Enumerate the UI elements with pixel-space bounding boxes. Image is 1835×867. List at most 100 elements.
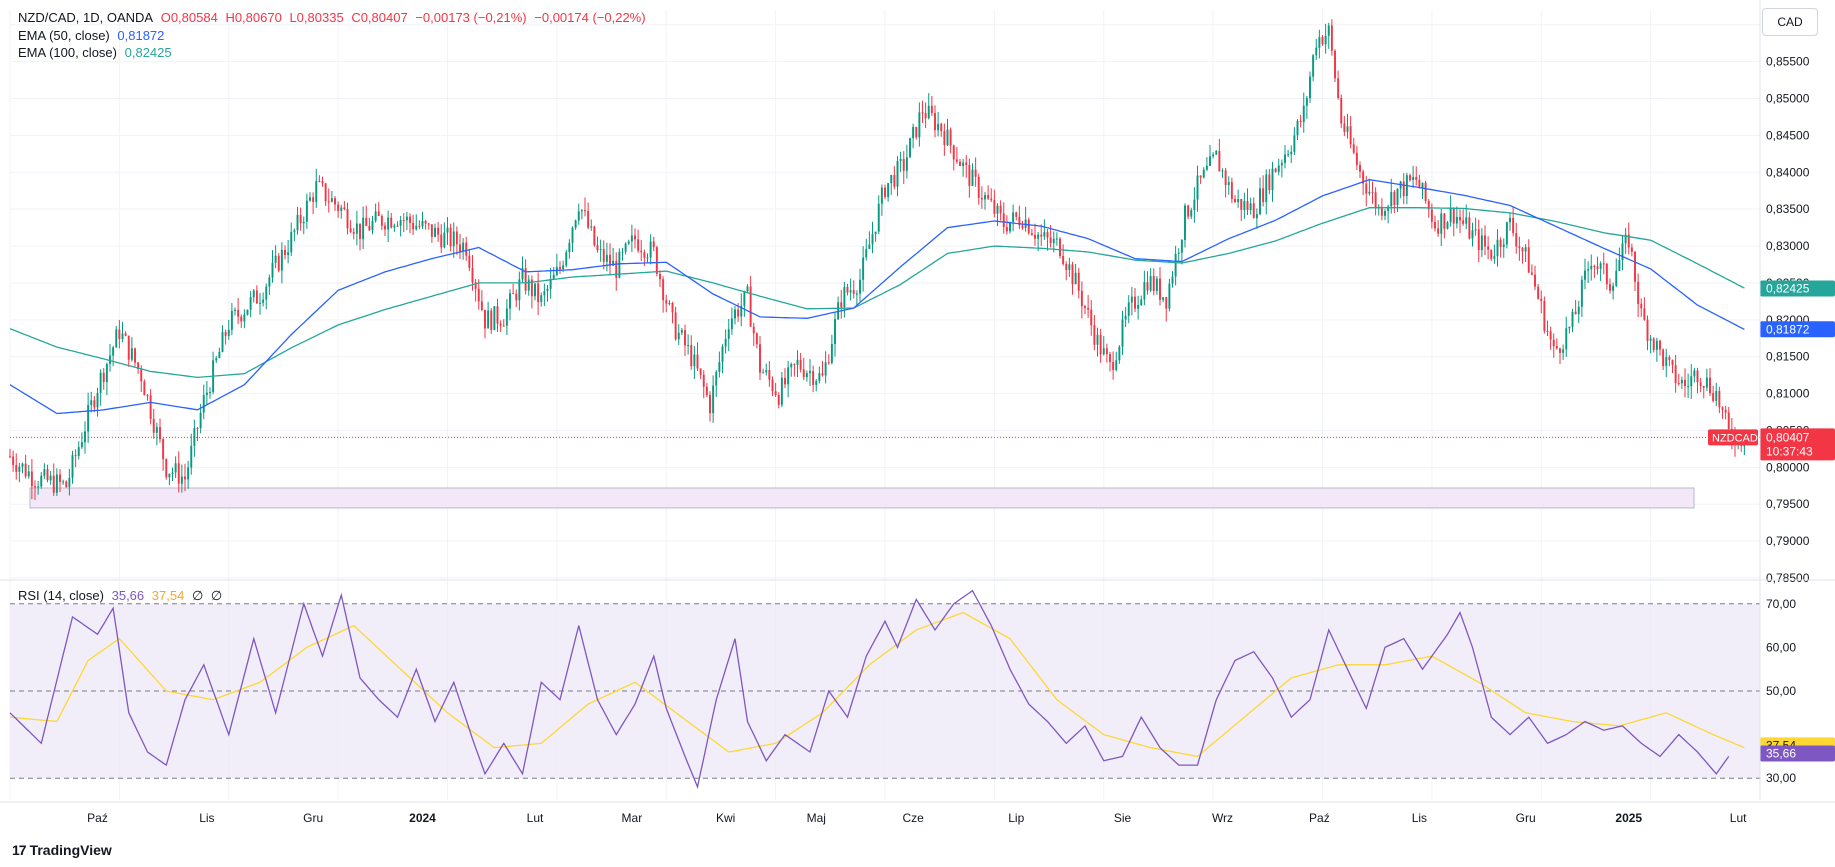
candle-body [1259, 188, 1261, 215]
candle-body [565, 252, 568, 266]
candle-body [943, 131, 946, 146]
tradingview-logo[interactable]: 17 TradingView [12, 842, 112, 858]
candle-body [62, 481, 65, 483]
ema100-value: 0,82425 [124, 45, 172, 60]
candle-body [684, 330, 686, 346]
candle-body [334, 198, 336, 205]
currency-button[interactable]: CAD [1762, 8, 1818, 36]
ema50-line [9, 179, 1745, 415]
x-tick-label: Paź [1309, 811, 1330, 825]
candle-body [821, 373, 824, 376]
candle-body [290, 231, 293, 253]
candle-body [890, 175, 893, 184]
candle-body [1262, 188, 1265, 203]
x-tick-label: Lis [199, 811, 214, 825]
candle-body [852, 290, 855, 294]
candle-body [1255, 214, 1258, 219]
candle-body [1002, 213, 1005, 228]
candle-body [1340, 97, 1343, 124]
candle-body [677, 332, 680, 340]
candle-body [99, 372, 102, 393]
candle-body [1396, 188, 1399, 206]
candle-body [1521, 247, 1524, 252]
candle-body [1318, 37, 1321, 48]
candle-body [49, 475, 52, 481]
candle-body [371, 220, 374, 231]
x-tick-label: Wrz [1212, 811, 1233, 825]
candle-body [449, 227, 452, 247]
candle-body [1415, 176, 1418, 180]
candle-body [484, 309, 486, 329]
candle-body [455, 231, 458, 245]
candle-body [52, 475, 55, 493]
rsi-y-tick-label: 30,00 [1766, 771, 1796, 785]
candle-body [1324, 35, 1327, 45]
candle-body [712, 385, 715, 414]
candle-body [1212, 154, 1215, 157]
candle-body [1562, 349, 1565, 353]
candle-body [271, 262, 274, 278]
candle-body [1665, 357, 1668, 367]
candle-body [1187, 205, 1190, 217]
candle-body [1621, 243, 1624, 261]
candle-body [724, 338, 727, 347]
candle-body [796, 359, 799, 365]
rsi-legend[interactable]: RSI (14, close) 35,66 37,54 ∅ ∅ [18, 587, 226, 604]
rsi-value: 35,66 [111, 588, 145, 603]
ema100-legend[interactable]: EMA (100, close) 0,82425 [18, 44, 176, 61]
candle-body [1034, 234, 1036, 239]
rsi-y-tick-label: 60,00 [1766, 640, 1796, 654]
candle-body [209, 392, 211, 394]
candle-body [318, 181, 321, 183]
candle-body [787, 367, 790, 385]
ema50-legend[interactable]: EMA (50, close) 0,81872 [18, 27, 168, 44]
candle-body [437, 227, 440, 235]
candle-body [1724, 409, 1727, 413]
candle-body [1712, 393, 1715, 401]
candle-body [159, 427, 161, 440]
candle-body [474, 282, 477, 289]
candle-body [737, 309, 740, 317]
candle-body [730, 318, 733, 330]
candle-body [946, 129, 949, 146]
y-tick-label: 0,79500 [1766, 497, 1810, 511]
candle-body [915, 126, 918, 138]
candle-body [1084, 306, 1086, 308]
candle-body [1112, 361, 1115, 370]
candle-body [1615, 270, 1618, 286]
x-tick-label: Lut [527, 811, 544, 825]
candle-body [693, 354, 696, 367]
candle-body [721, 346, 724, 363]
candle-body [299, 214, 302, 224]
last-price-tag-bg [1760, 428, 1835, 461]
candle-body [1496, 239, 1499, 257]
x-tick-label: Mar [622, 811, 643, 825]
candle-body [171, 472, 174, 474]
candle-body [615, 260, 618, 278]
candle-body [1240, 199, 1243, 210]
candle-body [509, 293, 511, 309]
candle-body [1274, 168, 1277, 172]
candle-body [487, 310, 490, 329]
rsi-y-tick-label: 50,00 [1766, 684, 1796, 698]
y-tick-label: 0,85000 [1766, 92, 1810, 106]
candle-body [480, 301, 483, 310]
candle-body [905, 157, 908, 171]
candle-body [1593, 265, 1596, 267]
candle-body [1127, 302, 1130, 316]
candle-body [874, 231, 877, 235]
candle-body [24, 463, 27, 477]
candle-body [1687, 386, 1690, 388]
candle-body [777, 395, 780, 405]
candle-body [634, 235, 636, 240]
candle-body [1571, 311, 1574, 327]
candle-body [759, 344, 761, 373]
change-value-2: −0,00174 (−0,22%) [534, 10, 646, 25]
candle-body [134, 348, 136, 363]
candle-body [1030, 233, 1033, 235]
candle-body [1684, 379, 1686, 387]
candle-body [609, 254, 611, 266]
candle-body [1215, 150, 1218, 155]
candle-body [637, 239, 640, 251]
